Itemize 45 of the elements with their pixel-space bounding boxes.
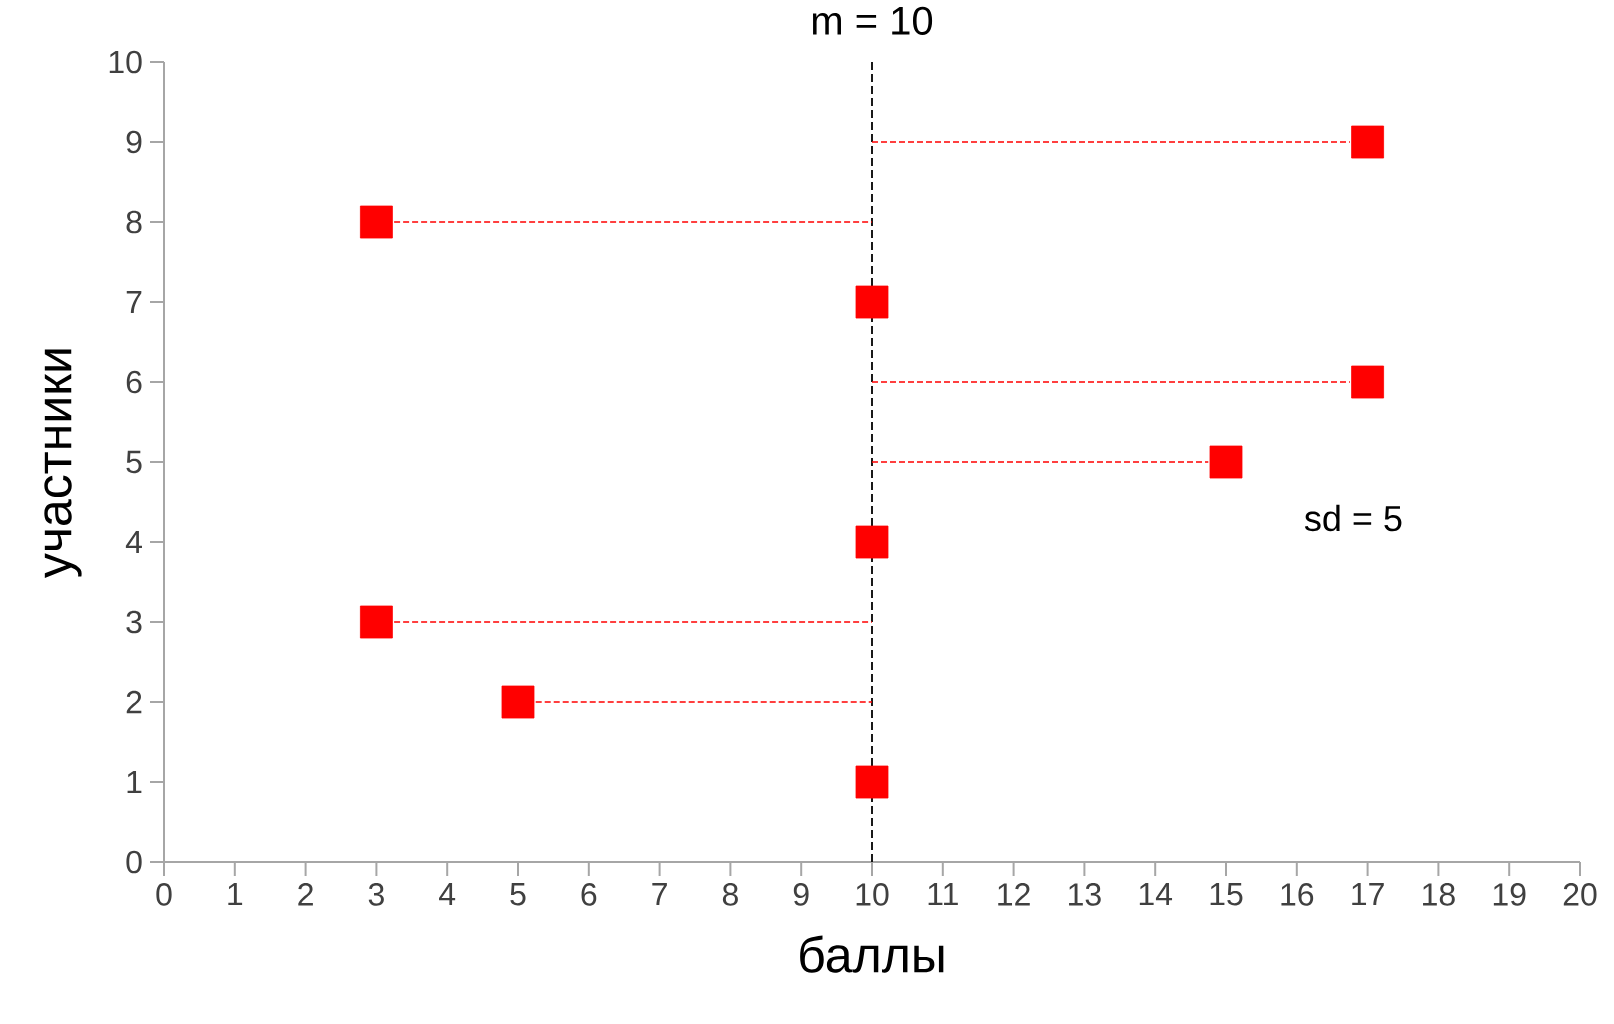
x-tick-label: 12 <box>998 883 1030 906</box>
point <box>360 605 393 639</box>
x-tick-label: 5 <box>510 883 526 906</box>
point <box>855 765 889 799</box>
y-tick-label: 9 <box>126 130 142 154</box>
x-tick-label: 4 <box>439 883 456 906</box>
point <box>855 285 889 319</box>
x-tick-label: 17 <box>1352 883 1384 906</box>
x-tick-label: 20 <box>1563 883 1597 906</box>
x-tick-label: 10 <box>856 883 889 906</box>
y-tick-label: 2 <box>126 690 142 714</box>
x-tick-label: 1 <box>228 883 243 906</box>
y-tick-label: 4 <box>125 531 142 554</box>
x-tick-label: 15 <box>1210 883 1243 906</box>
point <box>501 685 535 719</box>
x-tick-label: 9 <box>793 883 809 906</box>
y-tick-label: 5 <box>126 450 142 474</box>
x-tick-label: 2 <box>298 883 313 906</box>
point <box>1351 365 1384 399</box>
x-tick-label: 6 <box>581 883 597 906</box>
point <box>360 205 393 239</box>
point <box>855 525 889 559</box>
x-tick-label: 18 <box>1423 883 1455 906</box>
y-tick-label: 10 <box>109 50 142 74</box>
x-tick-label: 3 <box>368 883 384 906</box>
y-tick-label: 8 <box>126 210 142 234</box>
ref-line-label: m = 10 <box>812 6 933 35</box>
point <box>1351 125 1384 159</box>
x-tick-label: 16 <box>1281 883 1314 906</box>
y-axis-title: участники <box>44 349 82 578</box>
y-tick-label: 3 <box>126 610 142 634</box>
x-tick-label: 14 <box>1139 883 1173 906</box>
annotation: sd = 5 <box>1304 504 1402 532</box>
x-tick-label: 7 <box>652 883 667 906</box>
y-tick-label: 7 <box>126 291 142 314</box>
x-axis-title: баллы <box>800 935 944 973</box>
x-tick-label: 0 <box>156 883 172 906</box>
x-tick-label: 13 <box>1069 883 1101 906</box>
y-tick-label: 1 <box>127 771 142 794</box>
x-tick-label: 8 <box>722 883 738 906</box>
y-tick-label: 0 <box>126 850 142 874</box>
x-tick-label: 19 <box>1493 883 1526 906</box>
x-tick-label: 11 <box>928 883 958 906</box>
y-tick-label: 6 <box>126 370 142 394</box>
point <box>1209 445 1243 479</box>
